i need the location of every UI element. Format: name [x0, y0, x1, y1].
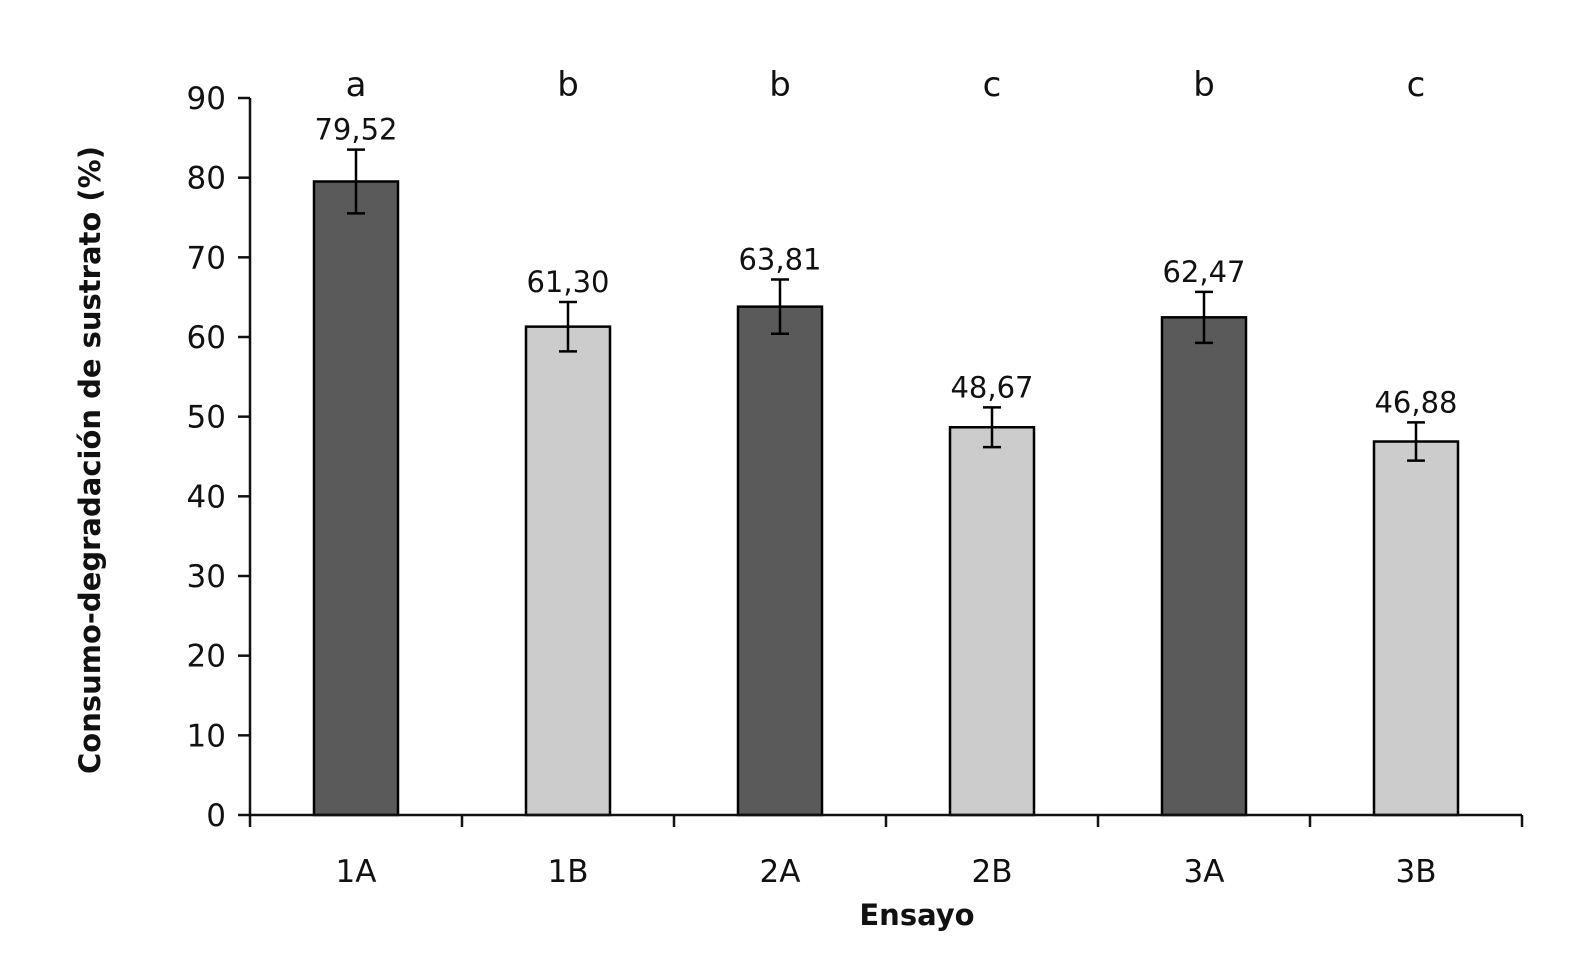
x-axis-title: Ensayo — [859, 898, 974, 932]
x-tick-label: 1A — [336, 854, 377, 890]
y-tick-label: 40 — [187, 479, 226, 515]
significance-label-1A: a — [346, 65, 367, 105]
y-tick-label: 70 — [187, 240, 226, 276]
bar-1B — [524, 325, 612, 817]
significance-label-3A: b — [1193, 65, 1215, 105]
x-tick-label: 1B — [548, 854, 589, 890]
value-label-1A: 79,52 — [314, 113, 397, 147]
bar-3B — [1372, 440, 1460, 817]
x-tick-label: 3A — [1184, 854, 1225, 890]
y-axis-ticks: 0 10 20 30 40 50 60 70 80 90 — [187, 81, 250, 834]
error-bars — [347, 148, 1425, 462]
y-tick-label: 0 — [206, 798, 226, 834]
value-label-3B: 46,88 — [1374, 385, 1457, 419]
y-tick-label: 80 — [187, 161, 226, 197]
x-axis-ticks: 1A 1B 2A 2B 3A 3B — [248, 815, 1524, 890]
y-tick-label: 50 — [187, 400, 226, 436]
y-tick-label: 20 — [187, 639, 226, 675]
bar-3A — [1160, 316, 1248, 817]
bar-2A — [736, 305, 824, 817]
bar-1A — [312, 180, 400, 817]
axes — [248, 98, 1522, 817]
value-label-1B: 61,30 — [526, 265, 609, 299]
y-tick-label: 60 — [187, 320, 226, 356]
x-tick-label: 2A — [760, 854, 801, 890]
significance-label-1B: b — [557, 65, 579, 105]
value-label-2A: 63,81 — [738, 243, 821, 277]
y-tick-label: 10 — [187, 718, 226, 754]
y-tick-label: 30 — [187, 559, 226, 595]
significance-label-2A: b — [769, 65, 791, 105]
significance-label-3B: c — [1407, 65, 1426, 105]
value-label-2B: 48,67 — [950, 370, 1033, 404]
x-tick-label: 3B — [1396, 854, 1437, 890]
data-labels: 79,52 a 61,30 b 63,81 b 48,67 c 62,47 b 46,88 c — [314, 65, 1457, 419]
significance-label-2B: c — [983, 65, 1002, 105]
y-tick-label: 90 — [187, 81, 226, 117]
bars — [312, 180, 1460, 817]
y-axis-title: Consumo-degradación de sustrato (%) — [73, 146, 107, 774]
bar-2B — [948, 426, 1036, 817]
x-tick-label: 2B — [972, 854, 1013, 890]
value-label-3A: 62,47 — [1162, 255, 1245, 289]
